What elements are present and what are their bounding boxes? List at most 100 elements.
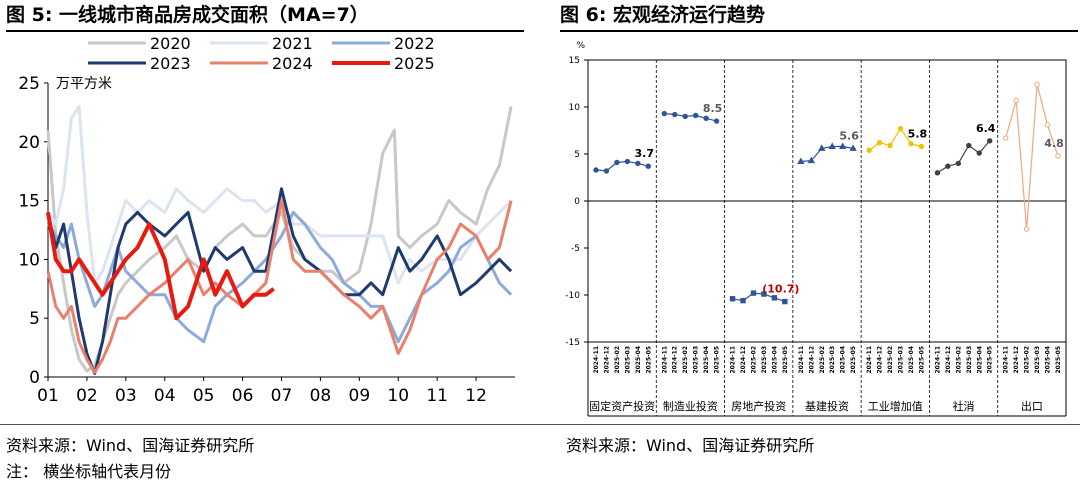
- right-data-label: 8.5: [703, 102, 723, 115]
- right-data-point: [614, 159, 620, 166]
- right-month-tick-label: 2024-12: [945, 346, 952, 374]
- left-legend-label-2021: 2021: [272, 34, 313, 53]
- right-month-tick-label: 2025-03: [761, 346, 768, 374]
- right-y-tick-label: 5: [574, 150, 580, 160]
- left-chart-title: 图 5: 一线城市商品房成交面积（MA=7）: [6, 4, 369, 26]
- right-data-label: 6.4: [976, 122, 996, 135]
- right-data-point: [682, 113, 688, 120]
- right-group-label: 基建投资: [805, 399, 849, 413]
- left-x-tick-label: 03: [115, 386, 137, 406]
- footnote: 注： 横坐标轴代表月份: [6, 462, 172, 481]
- right-group-label: 出口: [1021, 399, 1043, 413]
- right-month-tick-label: 2025-05: [1055, 346, 1062, 374]
- right-group-label: 房地产投资: [731, 399, 786, 413]
- left-y-tick-label: 20: [18, 133, 40, 153]
- right-month-tick-label: 2024-12: [877, 346, 884, 374]
- left-y-tick-label: 5: [29, 309, 40, 329]
- right-month-tick-label: 2024-12: [1013, 346, 1020, 374]
- right-data-point: [672, 111, 678, 118]
- right-data-point: [1055, 153, 1061, 159]
- right-month-tick-label: 2024-11: [798, 346, 805, 374]
- right-data-point: [945, 163, 951, 169]
- right-month-tick-label: 2025-02: [819, 346, 826, 374]
- right-data-point: [713, 118, 720, 124]
- right-month-tick-label: 2025-04: [703, 346, 710, 374]
- right-month-tick-label: 2025-05: [987, 346, 994, 374]
- right-group-label: 固定资产投资: [589, 399, 655, 413]
- right-month-tick-label: 2024-11: [866, 346, 873, 374]
- left-x-tick-label: 11: [426, 386, 448, 406]
- right-data-point: [797, 157, 805, 165]
- right-month-tick-label: 2024-12: [808, 346, 815, 374]
- right-data-point: [966, 142, 972, 149]
- right-data-point: [818, 144, 826, 151]
- right-month-tick-label: 2025-04: [635, 346, 642, 374]
- right-month-tick-label: 2025-05: [645, 346, 652, 374]
- right-data-point: [740, 297, 746, 304]
- right-data-point: [866, 147, 872, 153]
- right-data-point: [918, 143, 925, 150]
- right-data-point: [635, 160, 641, 167]
- right-month-tick-label: 2025-04: [771, 346, 778, 374]
- right-data-point: [761, 291, 767, 297]
- right-data-point: [955, 160, 962, 167]
- right-month-tick-label: 2025-03: [898, 346, 905, 374]
- right-data-point: [1023, 226, 1030, 232]
- right-data-point: [624, 158, 631, 165]
- right-month-tick-label: 2025-04: [840, 346, 847, 374]
- right-data-point: [661, 110, 667, 117]
- right-month-tick-label: 2025-02: [1024, 346, 1031, 374]
- right-group-label: 社消: [953, 399, 975, 413]
- right-month-tick-label: 2024-11: [934, 346, 941, 374]
- right-data-point: [1013, 97, 1019, 104]
- right-data-point: [897, 125, 904, 132]
- right-y-tick-label: 0: [574, 197, 580, 207]
- right-month-tick-label: 2025-02: [682, 346, 689, 374]
- right-data-point: [593, 167, 599, 173]
- left-series-line-2025: [46, 212, 275, 321]
- bottom-divider: [0, 424, 1080, 425]
- right-data-label: 5.8: [908, 127, 928, 140]
- right-month-tick-label: 2025-05: [918, 346, 925, 374]
- left-legend-label-2024: 2024: [272, 54, 313, 73]
- right-data-point: [934, 170, 941, 176]
- right-data-point: [771, 295, 778, 301]
- right-month-tick-label: 2025-03: [966, 346, 973, 374]
- left-legend-label-2020: 2020: [150, 34, 191, 53]
- right-group-label: 制造业投资: [663, 399, 718, 413]
- left-x-tick-label: 06: [232, 386, 254, 406]
- left-x-tick-label: 07: [271, 386, 293, 406]
- right-month-tick-label: 2025-02: [887, 346, 894, 374]
- right-data-label: 4.8: [1044, 137, 1064, 150]
- right-month-tick-label: 2025-03: [829, 346, 836, 374]
- right-month-tick-label: 2024-12: [604, 346, 611, 374]
- right-month-tick-label: 2025-05: [714, 346, 721, 374]
- left-x-tick-label: 10: [387, 386, 409, 406]
- right-month-tick-label: 2024-11: [661, 346, 668, 374]
- left-x-tick-label: 04: [154, 386, 176, 406]
- right-source: 资料来源：Wind、国海证券研究所: [566, 436, 815, 455]
- left-legend-label-2025: 2025: [394, 54, 435, 73]
- right-data-label: 3.7: [635, 147, 655, 160]
- right-y-tick-label: -5: [571, 244, 580, 254]
- right-month-tick-label: 2025-05: [850, 346, 857, 374]
- left-legend-label-2022: 2022: [394, 34, 435, 53]
- right-month-tick-label: 2024-12: [672, 346, 679, 374]
- right-data-point: [1044, 122, 1051, 128]
- left-x-tick-label: 08: [310, 386, 332, 406]
- right-y-tick-label: 15: [569, 56, 580, 66]
- right-data-point: [807, 156, 815, 164]
- left-x-tick-label: 05: [193, 386, 215, 406]
- right-y-tick-label: -15: [565, 338, 580, 348]
- right-unit-label: %: [576, 41, 585, 51]
- left-y-tick-label: 10: [18, 250, 40, 270]
- right-data-point: [876, 140, 883, 146]
- right-data-point: [603, 168, 610, 174]
- right-series-line: [1005, 84, 1059, 230]
- right-month-tick-label: 2024-11: [593, 346, 600, 374]
- right-data-point: [729, 296, 736, 302]
- right-month-tick-label: 2025-02: [751, 346, 758, 374]
- left-legend-label-2023: 2023: [150, 54, 191, 73]
